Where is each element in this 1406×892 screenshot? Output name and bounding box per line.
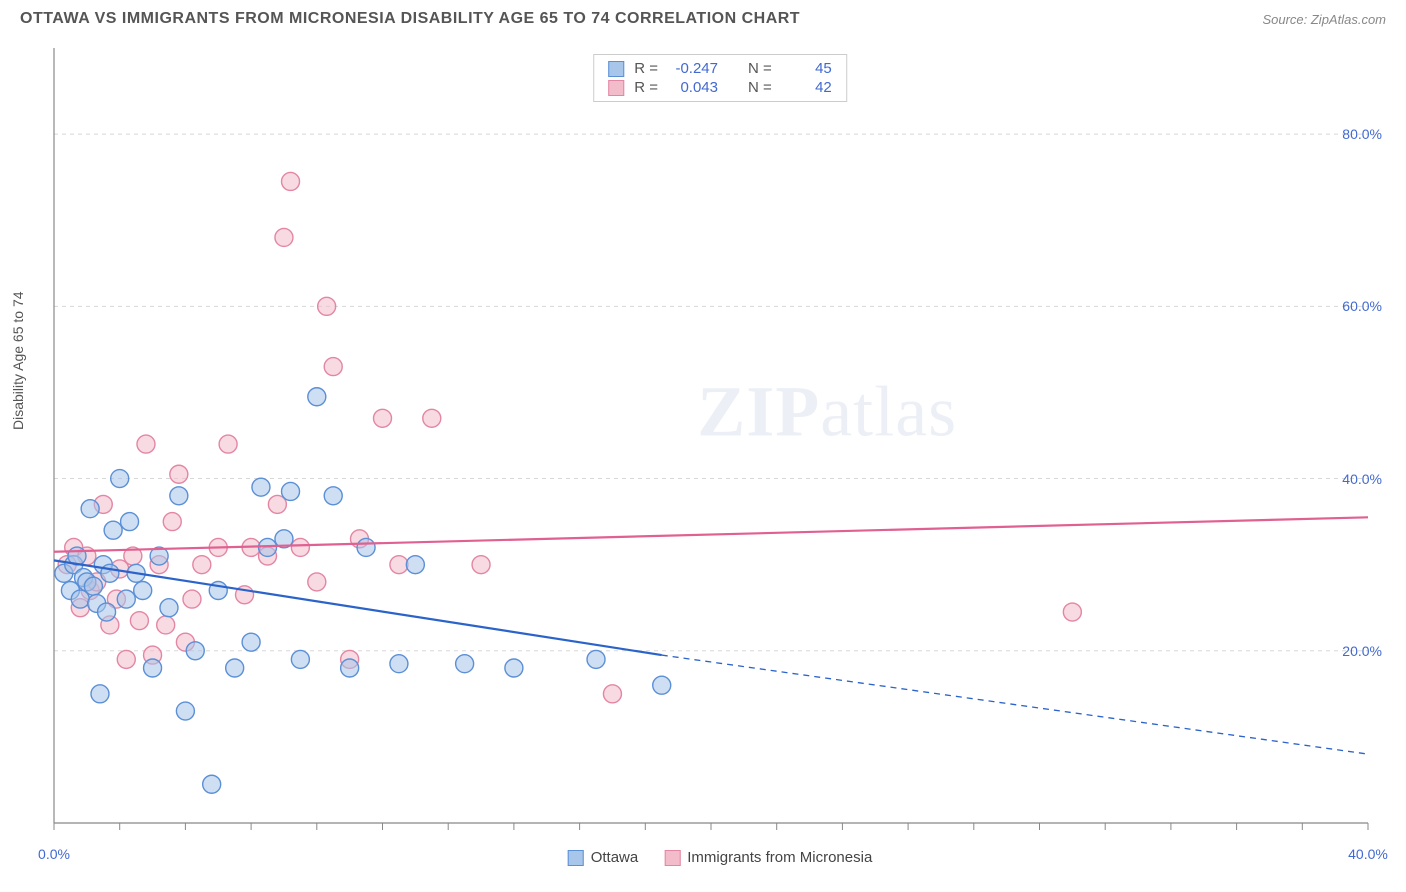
r-value-micronesia: 0.043 <box>668 79 718 96</box>
n-value-ottawa: 45 <box>782 60 832 77</box>
x-tick-label: 40.0% <box>1348 846 1388 862</box>
source-attribution: Source: ZipAtlas.com <box>1262 12 1386 27</box>
y-tick-label: 20.0% <box>1342 643 1382 659</box>
legend-item-ottawa: Ottawa <box>568 849 639 866</box>
x-tick-label: 0.0% <box>38 846 70 862</box>
y-tick-label: 80.0% <box>1342 126 1382 142</box>
r-label: R = <box>634 60 658 77</box>
stats-row-micronesia: R = 0.043 N = 42 <box>608 78 832 97</box>
stats-row-ottawa: R = -0.247 N = 45 <box>608 59 832 78</box>
n-label: N = <box>748 60 772 77</box>
plot-svg <box>50 48 1390 840</box>
swatch-ottawa <box>608 61 624 77</box>
legend-swatch-ottawa <box>568 850 584 866</box>
legend-swatch-micronesia <box>664 850 680 866</box>
y-tick-label: 40.0% <box>1342 471 1382 487</box>
swatch-micronesia <box>608 80 624 96</box>
chart-title: OTTAWA VS IMMIGRANTS FROM MICRONESIA DIS… <box>20 10 800 28</box>
series-legend: Ottawa Immigrants from Micronesia <box>568 849 873 866</box>
legend-item-micronesia: Immigrants from Micronesia <box>664 849 872 866</box>
chart-area: ZIPatlas R = -0.247 N = 45 R = 0.043 N =… <box>50 48 1390 840</box>
legend-label-micronesia: Immigrants from Micronesia <box>687 849 872 866</box>
legend-label-ottawa: Ottawa <box>591 849 639 866</box>
stats-legend: R = -0.247 N = 45 R = 0.043 N = 42 <box>593 54 847 102</box>
n-value-micronesia: 42 <box>782 79 832 96</box>
n-label: N = <box>748 79 772 96</box>
r-label: R = <box>634 79 658 96</box>
y-axis-label: Disability Age 65 to 74 <box>10 291 26 430</box>
y-tick-label: 60.0% <box>1342 298 1382 314</box>
r-value-ottawa: -0.247 <box>668 60 718 77</box>
